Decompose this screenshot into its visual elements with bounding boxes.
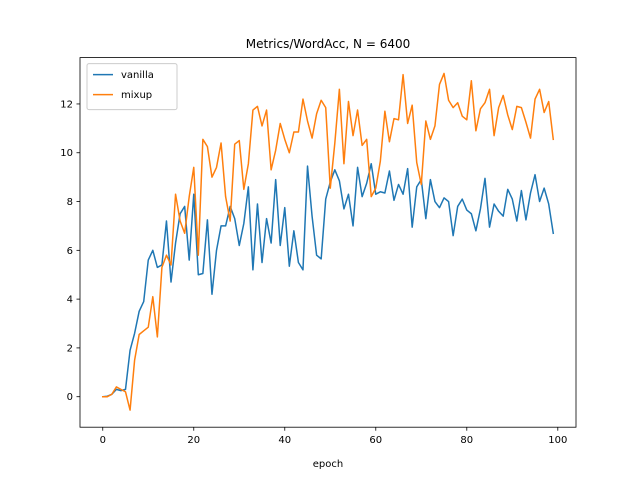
chart-title: Metrics/WordAcc, N = 6400: [246, 37, 410, 51]
x-tick-label: 20: [187, 435, 200, 446]
x-tick-label: 40: [278, 435, 291, 446]
legend: vanilla mixup: [86, 63, 178, 111]
y-tick-label: 4: [67, 295, 73, 306]
series-line-vanilla: [101, 162, 555, 398]
y-tick-label: 0: [67, 392, 73, 403]
y-tick-label: 2: [67, 343, 73, 354]
legend-label-vanilla: vanilla: [121, 70, 154, 81]
legend-label-mixup: mixup: [121, 90, 152, 101]
x-tick-label: 60: [369, 435, 382, 446]
x-tick-label: 80: [460, 435, 473, 446]
y-tick-label: 10: [60, 148, 73, 159]
axes-frame: [79, 57, 577, 428]
x-tick-label: 0: [100, 435, 106, 446]
y-tick-label: 8: [67, 197, 73, 208]
series-line-mixup: [102, 72, 555, 411]
x-tick-label: 100: [548, 435, 567, 446]
y-tick-label: 12: [60, 99, 73, 110]
y-tick-label: 6: [67, 246, 73, 257]
plot-area: 0 20 40 60 80 100 0 2 4 6 8 10 12 vanilla mixup: [60, 57, 577, 446]
x-axis-label: epoch: [313, 459, 343, 470]
